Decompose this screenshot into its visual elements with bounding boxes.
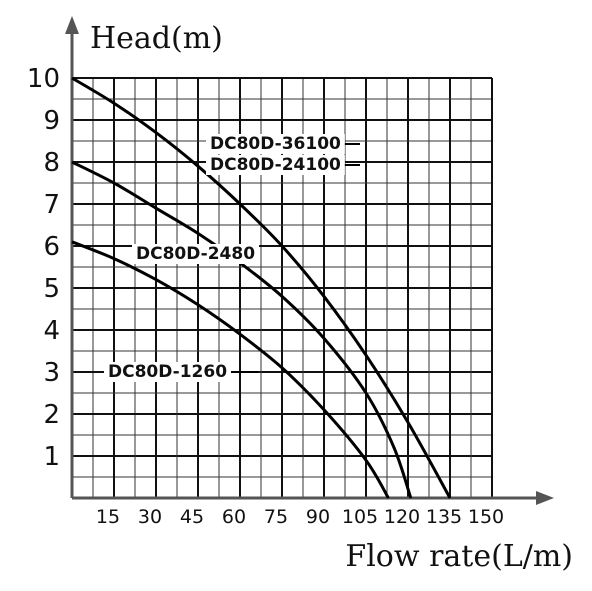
x-tick-label: 150 (468, 506, 504, 528)
chart-grid (71, 77, 493, 499)
chart-axes (65, 16, 554, 505)
y-tick-label: 2 (43, 400, 60, 430)
y-tick-label: 10 (27, 64, 60, 94)
series-label-dc80d-24100: DC80D-24100 (210, 155, 341, 175)
x-axis-title: Flow rate(L/m) (345, 539, 573, 574)
series-label-dc80d-2480: DC80D-2480 (136, 244, 255, 264)
series-label-background (206, 134, 345, 154)
y-axis-title: Head(m) (90, 21, 223, 56)
y-axis-arrow-icon (65, 16, 79, 34)
y-tick-label: 8 (43, 148, 60, 178)
x-tick-label: 60 (222, 506, 246, 528)
series-line-dc80d-36100 (71, 76, 452, 499)
x-tick-label: 105 (342, 506, 378, 528)
x-tick-label: 15 (96, 506, 120, 528)
y-tick-label: 6 (43, 232, 60, 262)
x-tick-label: 30 (138, 506, 162, 528)
y-tick-label: 1 (43, 442, 60, 472)
series-line-dc80d-1260 (71, 240, 390, 499)
series-line-dc80d-2480 (71, 160, 413, 499)
x-tick-label: 90 (306, 506, 330, 528)
x-tick-label: 120 (384, 506, 420, 528)
x-tick-label: 75 (264, 506, 288, 528)
y-tick-label: 5 (43, 274, 60, 304)
x-tick-label: 135 (426, 506, 462, 528)
y-tick-label: 4 (43, 316, 60, 346)
x-axis-arrow-icon (536, 491, 554, 505)
series-label-background (104, 362, 232, 382)
series-label-dc80d-36100: DC80D-36100 (210, 134, 341, 154)
series-label-background (206, 155, 345, 175)
y-tick-label: 7 (43, 190, 60, 220)
x-tick-label: 45 (180, 506, 204, 528)
y-tick-label: 9 (43, 106, 60, 136)
series-curves (71, 76, 452, 499)
y-tick-label: 3 (43, 358, 60, 388)
series-label-background (132, 244, 260, 264)
series-label-dc80d-1260: DC80D-1260 (108, 362, 227, 382)
